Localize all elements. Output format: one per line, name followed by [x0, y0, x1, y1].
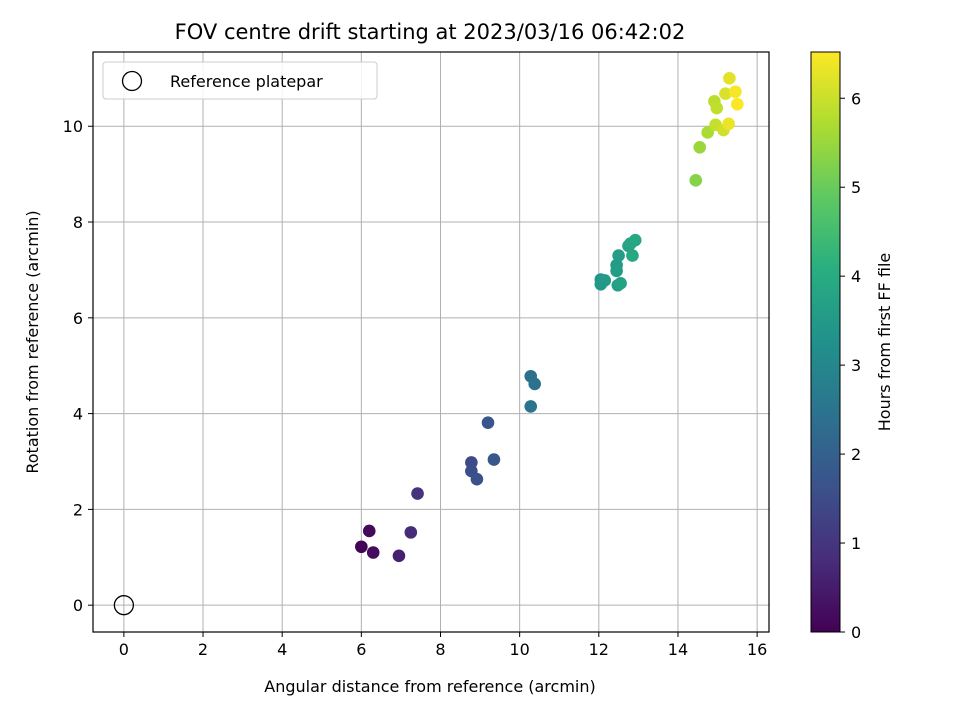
- reference-platepar-marker: [113, 595, 135, 616]
- data-point: [392, 549, 406, 563]
- data-point: [626, 249, 639, 262]
- data-point: [598, 274, 612, 287]
- x-axis-label: Angular distance from reference (arcmin): [264, 677, 595, 696]
- data-point: [710, 101, 724, 115]
- colorbar-tick-label: 0: [851, 623, 861, 642]
- data-point: [729, 85, 742, 99]
- y-tick-label: 2: [73, 500, 83, 519]
- x-tick-label: 2: [198, 640, 208, 659]
- colorbar-tick-label: 2: [851, 445, 861, 464]
- x-axis-ticks: 0 2 4 6 8 10 12 14 16: [119, 632, 767, 659]
- x-tick-label: 4: [277, 640, 287, 659]
- chart-title: FOV centre drift starting at 2023/03/16 …: [175, 20, 686, 44]
- y-tick-label: 8: [73, 213, 83, 232]
- data-point: [612, 249, 625, 262]
- colorbar-tick-label: 5: [851, 178, 861, 197]
- legend-label: Reference platepar: [170, 72, 323, 91]
- data-point: [362, 524, 376, 538]
- data-point: [693, 141, 707, 154]
- data-point: [470, 472, 484, 486]
- colorbar-tick-label: 4: [851, 267, 861, 286]
- legend: Reference platepar: [102, 61, 378, 100]
- y-tick-label: 0: [73, 596, 83, 615]
- x-tick-label: 14: [668, 640, 688, 659]
- data-point: [524, 400, 538, 413]
- data-point: [366, 546, 380, 559]
- data-point: [404, 526, 418, 539]
- colorbar-tick-label: 1: [851, 534, 861, 553]
- data-point: [723, 72, 736, 85]
- data-point: [487, 453, 501, 466]
- data-point: [481, 416, 495, 430]
- y-tick-label: 6: [73, 309, 83, 328]
- colorbar-tick-label: 6: [851, 89, 861, 108]
- colorbar-label: Hours from first FF file: [875, 253, 894, 432]
- colorbar: 0 1 2 3 4 5 6 Hours from first FF file: [810, 51, 894, 642]
- data-points: [113, 72, 744, 616]
- data-point: [689, 174, 703, 187]
- x-tick-label: 6: [356, 640, 366, 659]
- data-point: [614, 277, 627, 290]
- x-tick-label: 8: [435, 640, 445, 659]
- colorbar-gradient: [810, 51, 841, 633]
- data-point: [731, 97, 744, 111]
- legend-marker-icon: [121, 70, 143, 92]
- colorbar-tick-label: 3: [851, 356, 861, 375]
- data-point: [701, 126, 714, 139]
- y-axis-ticks: 0 2 4 6 8 10: [63, 117, 93, 615]
- x-tick-label: 0: [119, 640, 129, 659]
- y-tick-label: 4: [73, 405, 83, 424]
- plot-frame: [92, 51, 770, 633]
- grid-lines: [93, 52, 769, 632]
- x-tick-label: 12: [589, 640, 609, 659]
- legend-box: [102, 61, 378, 100]
- x-tick-label: 10: [509, 640, 529, 659]
- data-point: [528, 377, 541, 391]
- x-tick-label: 16: [747, 640, 767, 659]
- data-point: [355, 540, 368, 554]
- y-axis-label: Rotation from reference (arcmin): [23, 210, 42, 473]
- data-point: [610, 264, 623, 278]
- colorbar-ticks: 0 1 2 3 4 5 6: [840, 89, 861, 642]
- data-point: [719, 87, 732, 100]
- data-point: [628, 233, 642, 247]
- y-tick-label: 10: [63, 117, 83, 136]
- data-point: [722, 117, 735, 131]
- data-point: [411, 487, 424, 500]
- data-point: [465, 456, 478, 469]
